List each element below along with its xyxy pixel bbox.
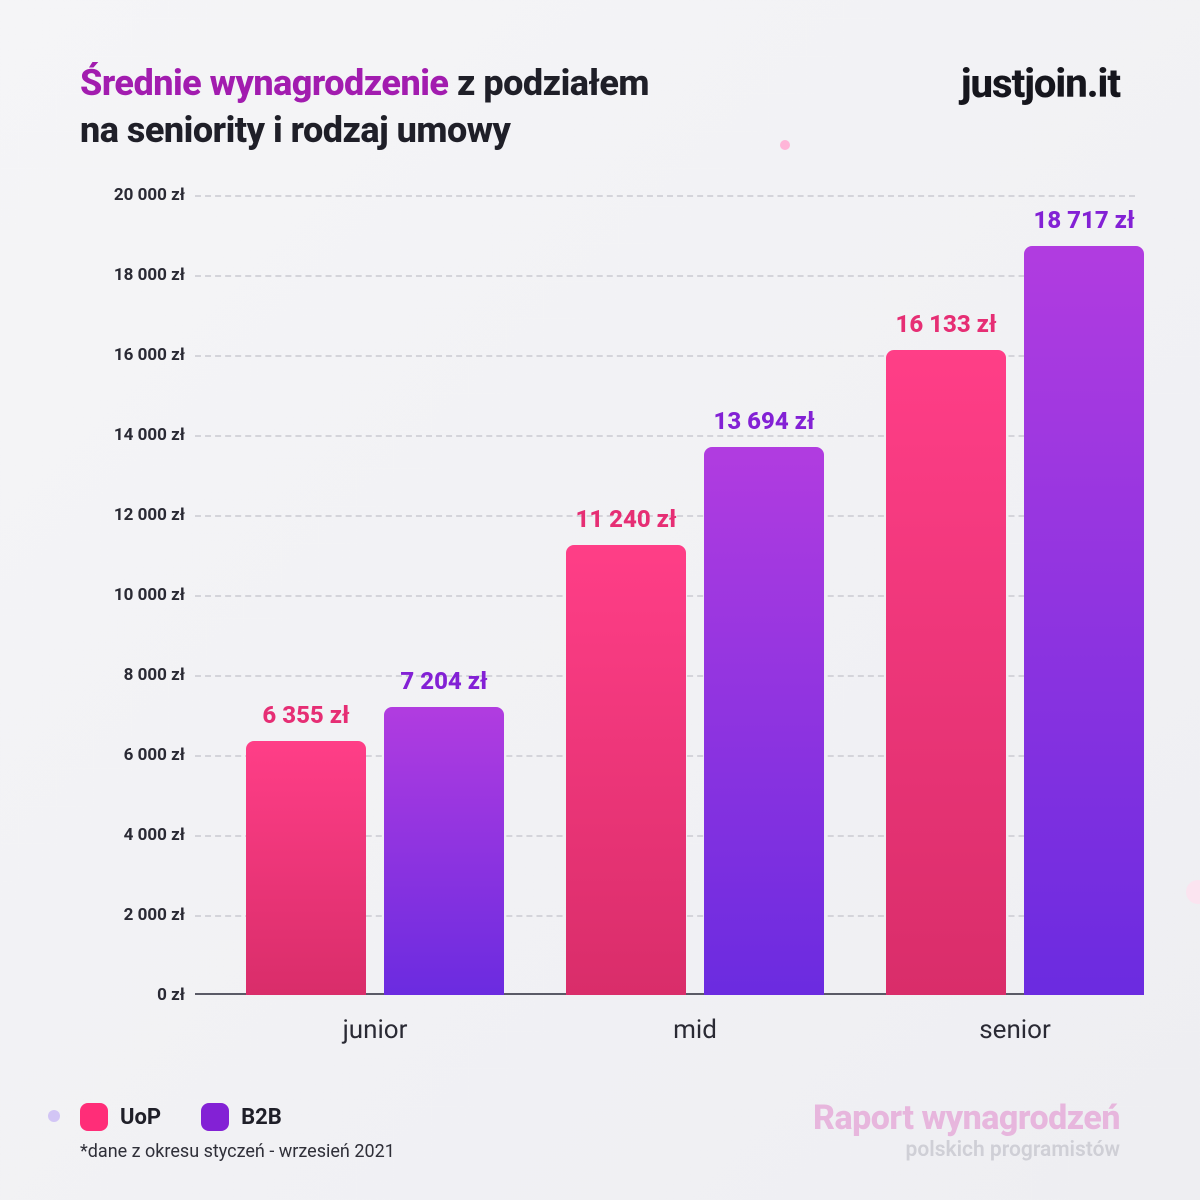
decoration-dot: [780, 140, 790, 150]
y-axis-label: 12 000 zł: [85, 505, 185, 525]
y-axis-label: 14 000 zł: [85, 425, 185, 445]
bar-uop: [886, 350, 1006, 995]
y-axis-label: 10 000 zł: [85, 585, 185, 605]
legend-item: B2B: [201, 1103, 282, 1131]
value-label: 6 355 zł: [262, 701, 349, 729]
y-axis-label: 2 000 zł: [85, 905, 185, 925]
y-axis-label: 4 000 zł: [85, 825, 185, 845]
value-label: 11 240 zł: [575, 505, 676, 533]
y-axis-label: 18 000 zł: [85, 265, 185, 285]
title-rest-2: na seniority i rodzaj umowy: [80, 109, 510, 151]
value-label: 16 133 zł: [895, 310, 996, 338]
y-axis-label: 0 zł: [85, 985, 185, 1005]
brand-logo: justjoin.it: [961, 60, 1120, 107]
header: Średnie wynagrodzenie z podziałem na sen…: [0, 0, 1200, 154]
y-axis-label: 20 000 zł: [85, 185, 185, 205]
footer: UoPB2B *dane z okresu styczeń - wrzesień…: [80, 1103, 1120, 1162]
gridline: [195, 275, 1135, 277]
bar-b2b: [704, 447, 824, 995]
salary-chart: 0 zł 2 000 zł 4 000 zł 6 000 zł 8 000 zł 10 0…: [85, 195, 1135, 1055]
value-label: 18 717 zł: [1033, 206, 1134, 234]
y-axis-label: 8 000 zł: [85, 665, 185, 685]
bar-b2b: [1024, 246, 1144, 995]
plot-area: 0 zł2 000 zł4 000 zł6 000 zł8 000 zł10 0…: [195, 195, 1135, 995]
value-label: 13 694 zł: [713, 407, 814, 435]
bar-uop: [246, 741, 366, 995]
y-axis-label: 16 000 zł: [85, 345, 185, 365]
gridline: [195, 195, 1135, 197]
legend-label: UoP: [120, 1105, 161, 1130]
legend-item: UoP: [80, 1103, 161, 1131]
y-axis-label: 6 000 zł: [85, 745, 185, 765]
category-label: mid: [673, 1015, 717, 1045]
chart-title: Średnie wynagrodzenie z podziałem na sen…: [80, 60, 649, 154]
report-subtitle: polskich programistów: [813, 1138, 1120, 1162]
legend-swatch: [201, 1103, 229, 1131]
category-label: junior: [343, 1015, 408, 1045]
bar-b2b: [384, 707, 504, 995]
category-label: senior: [979, 1015, 1051, 1045]
legend-label: B2B: [241, 1105, 282, 1130]
title-rest-1: z podziałem: [457, 62, 649, 104]
value-label: 7 204 zł: [400, 667, 487, 695]
decoration-dot: [48, 1110, 60, 1122]
decoration-dot: [1186, 880, 1200, 904]
footer-right: Raport wynagrodzeń polskich programistów: [813, 1098, 1120, 1162]
bar-uop: [566, 545, 686, 995]
legend-swatch: [80, 1103, 108, 1131]
report-title: Raport wynagrodzeń: [813, 1098, 1120, 1138]
title-accent: Średnie wynagrodzenie: [80, 62, 448, 104]
